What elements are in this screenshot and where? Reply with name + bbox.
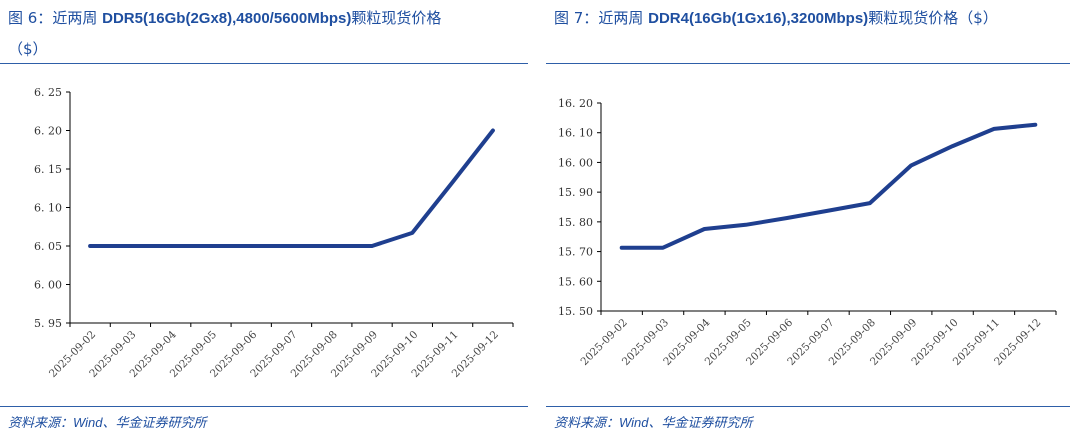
data-point (451, 180, 455, 184)
data-point (491, 129, 495, 132)
source-divider (546, 406, 1070, 407)
data-point (785, 216, 789, 220)
data-point (909, 163, 913, 167)
y-tick-label: 15. 80 (558, 216, 593, 229)
y-tick-label: 6. 05 (34, 240, 62, 253)
source-suffix: 、华金证券研究所 (648, 416, 753, 431)
data-point (992, 127, 996, 131)
figure-number: 图 7： (554, 9, 599, 27)
y-tick-label: 16. 00 (558, 156, 593, 169)
y-tick-label: 5. 95 (34, 317, 62, 330)
data-point (249, 244, 253, 248)
data-point (868, 201, 872, 205)
y-tick-label: 6. 15 (34, 163, 62, 176)
data-point (169, 244, 173, 248)
title-product: DDR5(16Gb(2Gx8),4800/5600Mbps) (102, 10, 352, 27)
title-divider (0, 63, 528, 64)
source-prefix: 资料来源： (554, 416, 620, 431)
source-wind: Wind (619, 415, 649, 430)
y-tick-label: 6. 20 (34, 125, 62, 138)
y-tick-label: 16. 20 (558, 97, 593, 110)
title-unit: （$） (8, 40, 48, 58)
y-tick-label: 15. 60 (558, 275, 593, 288)
y-tick-label: 16. 10 (558, 127, 593, 140)
data-point (290, 244, 293, 248)
source-prefix: 资料来源： (8, 416, 74, 431)
figure-number: 图 6： (8, 9, 53, 27)
y-tick-label: 15. 70 (558, 246, 593, 259)
series-line (88, 128, 495, 248)
data-point (410, 231, 414, 235)
data-point (370, 244, 374, 248)
data-point (209, 244, 213, 248)
y-tick-label: 6. 10 (34, 202, 62, 215)
title-suffix: 颗粒现货价格 (351, 9, 442, 27)
ddr5-price-chart: 5. 956. 006. 056. 106. 156. 206. 252025-… (34, 86, 514, 380)
data-point (661, 246, 665, 250)
data-point (128, 244, 132, 248)
y-tick-label: 15. 50 (558, 305, 593, 318)
y-tick-label: 15. 90 (558, 186, 593, 199)
title-prefix: 近两周 (52, 9, 98, 27)
data-point (620, 246, 624, 250)
title-product: DDR4(16Gb(1Gx16),3200Mbps) (648, 10, 869, 27)
ddr4-price-chart: 15. 50 15. 60 15. 70 15. 80 15. 90 16. 00 16. … (558, 97, 1057, 368)
source-note: 资料来源：Wind、华金证券研究所 (8, 412, 207, 431)
source-suffix: 、华金证券研究所 (102, 416, 207, 431)
chart-panel-ddr5: 图 6：近两周 DDR5(16Gb(2Gx8),4800/5600Mbps)颗粒… (0, 0, 528, 436)
source-wind: Wind (73, 415, 103, 430)
data-point (744, 223, 748, 227)
data-point (1033, 123, 1037, 127)
chart-title: 图 7：近两周 DDR4(16Gb(1Gx16),3200Mbps)颗粒现货价格… (554, 3, 1070, 34)
data-point (827, 209, 830, 213)
source-note: 资料来源：Wind、华金证券研究所 (554, 412, 753, 431)
y-tick-label: 6. 25 (34, 86, 62, 99)
title-divider (546, 63, 1070, 64)
series-line (619, 122, 1038, 250)
data-point (951, 144, 955, 148)
data-point (702, 227, 706, 231)
title-suffix: 颗粒现货价格（$） (868, 9, 998, 27)
title-prefix: 近两周 (598, 9, 644, 27)
chart-panel-ddr4: 图 7：近两周 DDR4(16Gb(1Gx16),3200Mbps)颗粒现货价格… (546, 0, 1070, 436)
data-point (88, 244, 92, 248)
chart-title: 图 6：近两周 DDR5(16Gb(2Gx8),4800/5600Mbps)颗粒… (8, 3, 528, 65)
source-divider (0, 406, 528, 407)
y-tick-label: 6. 00 (34, 279, 62, 292)
data-point (330, 244, 334, 248)
